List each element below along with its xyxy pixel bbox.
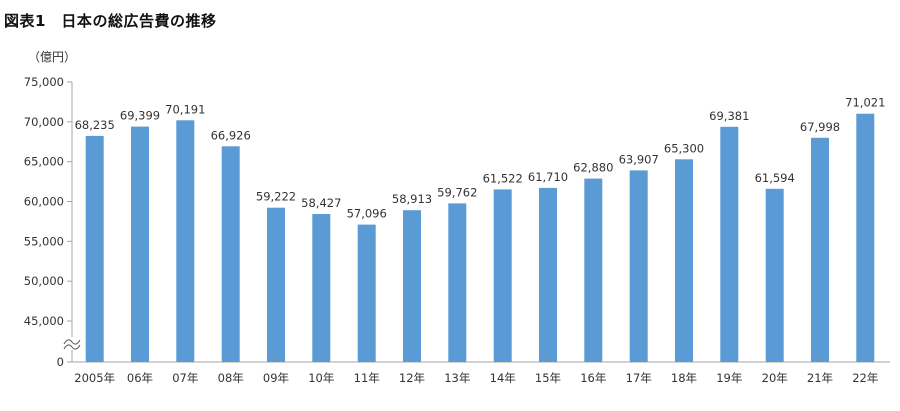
x-category-label-0: 2005年 xyxy=(74,371,115,385)
data-label-12: 63,907 xyxy=(619,152,659,166)
x-category-label-7: 12年 xyxy=(399,371,425,385)
x-category-label-10: 15年 xyxy=(535,371,561,385)
bar-11 xyxy=(584,178,603,362)
data-label-10: 61,710 xyxy=(528,170,568,184)
y-tick-label: 50,000 xyxy=(24,274,64,288)
y-tick-label: 55,000 xyxy=(24,234,64,248)
bar-6 xyxy=(357,224,376,362)
bar-9 xyxy=(493,189,512,362)
data-label-5: 58,427 xyxy=(301,196,341,210)
bar-3 xyxy=(221,146,240,362)
bar-1 xyxy=(131,126,149,362)
y-axis-unit-label: （億円） xyxy=(28,50,77,64)
bar-8 xyxy=(448,203,467,362)
x-category-label-2: 07年 xyxy=(172,371,198,385)
bar-7 xyxy=(403,210,421,362)
axis-break-line-bottom xyxy=(63,344,81,350)
bar-13 xyxy=(675,159,693,362)
data-label-13: 65,300 xyxy=(664,141,704,155)
x-category-label-6: 11年 xyxy=(354,371,380,385)
y-tick-label: 75,000 xyxy=(24,75,64,89)
bar-15 xyxy=(765,188,784,362)
x-category-label-17: 22年 xyxy=(852,371,878,385)
y-tick-label: 60,000 xyxy=(24,195,64,209)
bar-10 xyxy=(539,187,557,362)
data-label-0: 68,235 xyxy=(75,118,115,132)
bar-4 xyxy=(267,207,285,362)
data-label-15: 61,594 xyxy=(755,171,795,185)
x-category-label-3: 08年 xyxy=(218,371,244,385)
data-label-16: 67,998 xyxy=(800,120,840,134)
bar-17 xyxy=(856,113,875,362)
x-category-label-1: 06年 xyxy=(127,371,153,385)
data-label-1: 69,399 xyxy=(120,109,160,123)
bar-12 xyxy=(629,170,648,362)
y-tick-label: 70,000 xyxy=(24,115,64,129)
x-category-label-8: 13年 xyxy=(444,371,470,385)
data-label-8: 59,762 xyxy=(437,185,477,199)
x-category-label-5: 10年 xyxy=(308,371,334,385)
bar-5 xyxy=(312,214,331,362)
data-label-7: 58,913 xyxy=(392,192,432,206)
x-category-label-14: 19年 xyxy=(716,371,742,385)
data-label-11: 62,880 xyxy=(573,161,613,175)
bar-14 xyxy=(720,126,739,362)
data-label-6: 57,096 xyxy=(347,207,387,221)
x-category-label-13: 18年 xyxy=(671,371,697,385)
y-tick-label: 0 xyxy=(57,355,64,369)
data-label-17: 71,021 xyxy=(845,96,885,110)
data-label-9: 61,522 xyxy=(483,171,523,185)
x-category-label-16: 21年 xyxy=(807,371,833,385)
data-label-2: 70,191 xyxy=(165,102,205,116)
x-category-label-12: 17年 xyxy=(626,371,652,385)
x-category-label-15: 20年 xyxy=(762,371,788,385)
bar-16 xyxy=(811,137,829,362)
bar-0 xyxy=(85,135,104,362)
data-label-14: 69,381 xyxy=(709,109,749,123)
figure-title: 図表1 日本の総広告費の推移 xyxy=(4,12,217,30)
y-tick-label: 65,000 xyxy=(24,155,64,169)
y-tick-label: 45,000 xyxy=(24,314,64,328)
x-category-label-4: 09年 xyxy=(263,371,289,385)
x-category-label-9: 14年 xyxy=(490,371,516,385)
data-label-4: 59,222 xyxy=(256,190,296,204)
x-category-label-11: 16年 xyxy=(580,371,606,385)
data-label-3: 66,926 xyxy=(211,128,251,142)
bar-2 xyxy=(176,120,195,362)
axis-break-line-top xyxy=(63,339,81,345)
